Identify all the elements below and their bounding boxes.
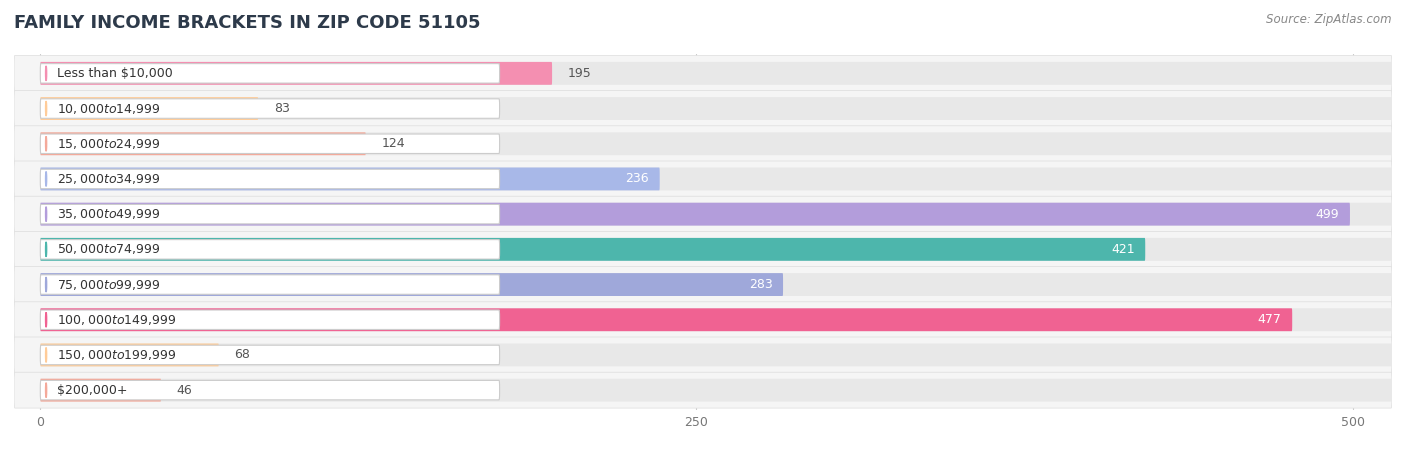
Text: 124: 124 xyxy=(381,137,405,150)
FancyBboxPatch shape xyxy=(41,380,499,400)
Text: 499: 499 xyxy=(1316,207,1340,220)
FancyBboxPatch shape xyxy=(41,204,499,224)
Text: 236: 236 xyxy=(626,172,650,185)
FancyBboxPatch shape xyxy=(41,202,1350,225)
FancyBboxPatch shape xyxy=(14,372,1392,408)
Text: $10,000 to $14,999: $10,000 to $14,999 xyxy=(58,102,160,116)
FancyBboxPatch shape xyxy=(41,275,499,294)
FancyBboxPatch shape xyxy=(41,62,1392,85)
Text: $50,000 to $74,999: $50,000 to $74,999 xyxy=(58,243,160,256)
Text: $150,000 to $199,999: $150,000 to $199,999 xyxy=(58,348,177,362)
FancyBboxPatch shape xyxy=(41,343,219,366)
Text: $15,000 to $24,999: $15,000 to $24,999 xyxy=(58,137,160,151)
Text: $75,000 to $99,999: $75,000 to $99,999 xyxy=(58,278,160,292)
FancyBboxPatch shape xyxy=(41,308,1292,331)
FancyBboxPatch shape xyxy=(41,310,499,329)
Text: FAMILY INCOME BRACKETS IN ZIP CODE 51105: FAMILY INCOME BRACKETS IN ZIP CODE 51105 xyxy=(14,14,481,32)
FancyBboxPatch shape xyxy=(41,343,1392,366)
Text: 68: 68 xyxy=(235,348,250,361)
FancyBboxPatch shape xyxy=(14,161,1392,197)
Text: $100,000 to $149,999: $100,000 to $149,999 xyxy=(58,313,177,327)
FancyBboxPatch shape xyxy=(41,273,783,296)
Text: 283: 283 xyxy=(749,278,772,291)
FancyBboxPatch shape xyxy=(41,132,1392,155)
FancyBboxPatch shape xyxy=(41,134,499,153)
FancyBboxPatch shape xyxy=(14,55,1392,91)
FancyBboxPatch shape xyxy=(41,202,1392,225)
FancyBboxPatch shape xyxy=(14,90,1392,126)
Text: $35,000 to $49,999: $35,000 to $49,999 xyxy=(58,207,160,221)
FancyBboxPatch shape xyxy=(14,126,1392,162)
Text: Less than $10,000: Less than $10,000 xyxy=(58,67,173,80)
Text: 421: 421 xyxy=(1111,243,1135,256)
FancyBboxPatch shape xyxy=(41,308,1392,331)
FancyBboxPatch shape xyxy=(41,273,1392,296)
FancyBboxPatch shape xyxy=(14,266,1392,302)
FancyBboxPatch shape xyxy=(14,337,1392,373)
FancyBboxPatch shape xyxy=(41,167,1392,190)
FancyBboxPatch shape xyxy=(14,302,1392,338)
FancyBboxPatch shape xyxy=(41,345,499,365)
FancyBboxPatch shape xyxy=(41,169,499,189)
FancyBboxPatch shape xyxy=(41,379,162,401)
FancyBboxPatch shape xyxy=(41,97,1392,120)
Text: $25,000 to $34,999: $25,000 to $34,999 xyxy=(58,172,160,186)
FancyBboxPatch shape xyxy=(41,167,659,190)
FancyBboxPatch shape xyxy=(41,240,499,259)
FancyBboxPatch shape xyxy=(41,238,1146,261)
Text: Source: ZipAtlas.com: Source: ZipAtlas.com xyxy=(1267,14,1392,27)
Text: 46: 46 xyxy=(177,384,193,396)
Text: 195: 195 xyxy=(568,67,592,80)
Text: $200,000+: $200,000+ xyxy=(58,384,128,396)
FancyBboxPatch shape xyxy=(41,238,1392,261)
FancyBboxPatch shape xyxy=(41,99,499,118)
FancyBboxPatch shape xyxy=(41,63,499,83)
FancyBboxPatch shape xyxy=(14,231,1392,267)
FancyBboxPatch shape xyxy=(14,196,1392,232)
Text: 83: 83 xyxy=(274,102,290,115)
FancyBboxPatch shape xyxy=(41,62,553,85)
FancyBboxPatch shape xyxy=(41,97,259,120)
FancyBboxPatch shape xyxy=(41,379,1392,401)
FancyBboxPatch shape xyxy=(41,132,366,155)
Text: 477: 477 xyxy=(1258,313,1282,326)
